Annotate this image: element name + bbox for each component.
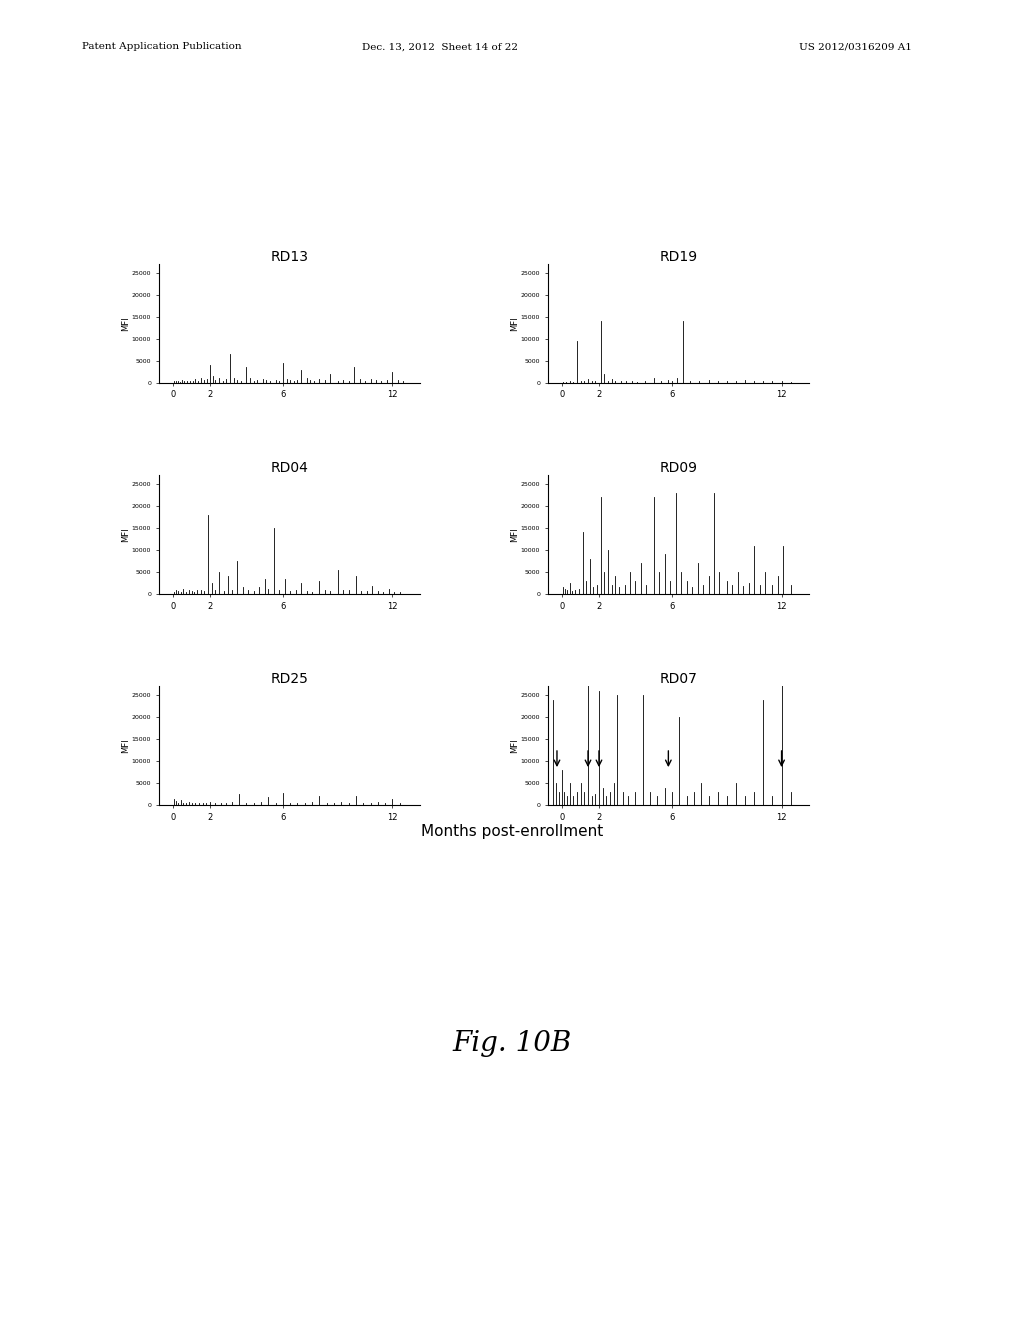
Y-axis label: MFI: MFI: [510, 527, 519, 543]
Y-axis label: MFI: MFI: [121, 738, 130, 754]
Y-axis label: MFI: MFI: [510, 738, 519, 754]
Text: Months post-enrollment: Months post-enrollment: [421, 824, 603, 838]
Y-axis label: MFI: MFI: [121, 315, 130, 331]
Text: Fig. 10B: Fig. 10B: [453, 1030, 571, 1056]
Y-axis label: MFI: MFI: [510, 315, 519, 331]
Text: Dec. 13, 2012  Sheet 14 of 22: Dec. 13, 2012 Sheet 14 of 22: [362, 42, 518, 51]
Title: RD19: RD19: [659, 249, 697, 264]
Text: Patent Application Publication: Patent Application Publication: [82, 42, 242, 51]
Title: RD13: RD13: [270, 249, 308, 264]
Y-axis label: MFI: MFI: [121, 527, 130, 543]
Text: US 2012/0316209 A1: US 2012/0316209 A1: [799, 42, 911, 51]
Title: RD07: RD07: [659, 672, 697, 686]
Title: RD09: RD09: [659, 461, 697, 475]
Title: RD25: RD25: [270, 672, 308, 686]
Title: RD04: RD04: [270, 461, 308, 475]
